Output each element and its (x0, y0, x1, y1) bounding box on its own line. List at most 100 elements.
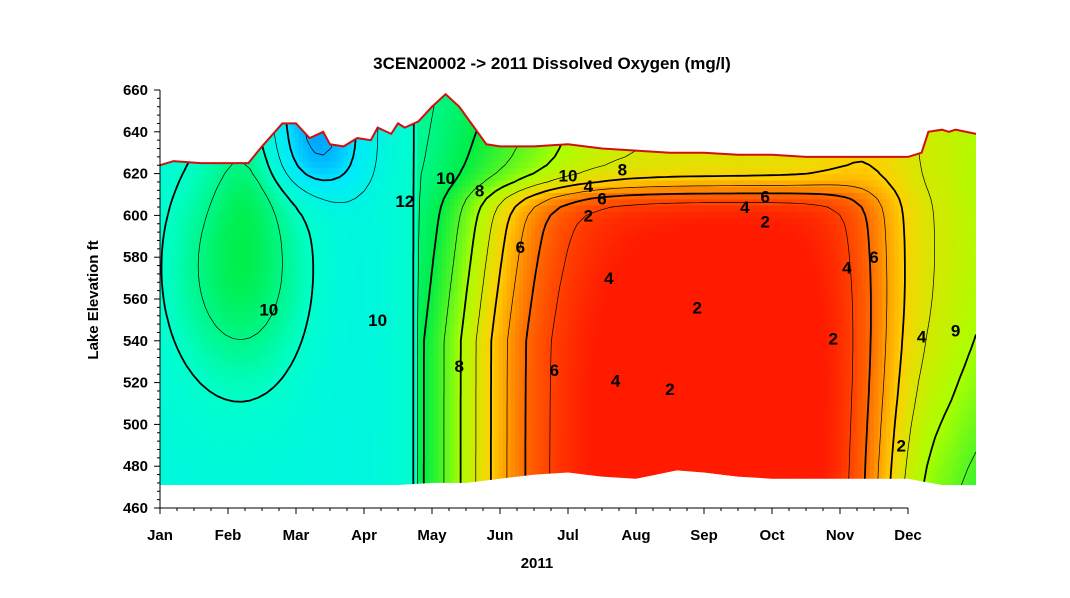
do-cell (249, 317, 255, 325)
do-cell (417, 280, 422, 288)
do-cell (359, 230, 365, 237)
do-cell (506, 211, 512, 219)
do-cell (396, 217, 402, 225)
do-cell (229, 411, 235, 419)
do-cell (257, 154, 263, 162)
do-cell (290, 480, 296, 485)
do-cell (388, 336, 394, 344)
do-cell (461, 230, 467, 237)
do-cell (176, 455, 181, 463)
do-cell (176, 355, 181, 363)
do-cell (400, 355, 406, 363)
do-cell (196, 399, 202, 407)
do-cell (437, 305, 443, 313)
do-cell (376, 355, 381, 363)
do-cell (274, 198, 279, 206)
do-cell (339, 480, 345, 485)
do-cell (298, 374, 304, 382)
do-cell (286, 424, 292, 432)
do-cell (213, 192, 218, 200)
do-cell (172, 286, 177, 294)
do-cell (478, 368, 483, 375)
do-cell (262, 430, 267, 438)
do-cell (359, 255, 365, 262)
do-cell (331, 374, 337, 382)
do-cell (392, 380, 398, 388)
do-cell (257, 167, 263, 175)
do-cell (172, 261, 177, 269)
do-cell (449, 317, 455, 325)
do-cell (233, 342, 239, 350)
do-cell (347, 154, 353, 162)
do-cell (498, 468, 504, 476)
do-cell (282, 211, 288, 219)
do-cell (437, 430, 443, 438)
do-cell (290, 255, 296, 262)
do-cell (217, 380, 222, 388)
do-cell (282, 161, 288, 168)
do-cell (408, 204, 414, 212)
do-cell (311, 198, 316, 206)
do-cell (233, 443, 239, 451)
do-cell (372, 430, 377, 438)
do-cell (376, 311, 381, 319)
do-cell (278, 330, 283, 338)
do-cell (233, 211, 239, 219)
do-cell (404, 242, 410, 250)
do-cell (245, 336, 251, 344)
do-cell (278, 179, 283, 187)
do-cell (461, 242, 467, 250)
do-cell (478, 230, 483, 237)
do-cell (253, 217, 259, 225)
do-cell (482, 361, 487, 369)
do-cell (172, 248, 177, 256)
do-cell (327, 380, 332, 388)
do-cell (510, 418, 516, 425)
do-cell (229, 211, 235, 219)
do-cell (372, 186, 377, 193)
do-cell (229, 154, 235, 162)
do-cell (327, 273, 332, 281)
do-cell (461, 330, 467, 338)
do-cell (294, 167, 300, 175)
do-cell (351, 418, 357, 425)
do-cell (470, 336, 475, 344)
do-cell (413, 173, 418, 181)
do-cell (413, 161, 418, 168)
do-cell (380, 462, 385, 469)
do-cell (368, 223, 373, 231)
do-cell (213, 405, 218, 413)
do-cell (498, 342, 504, 350)
do-cell (306, 248, 312, 256)
do-cell (478, 261, 483, 269)
do-cell (266, 248, 271, 256)
do-cell (237, 236, 243, 244)
do-cell (343, 267, 349, 275)
do-cell (180, 330, 186, 338)
do-cell (400, 217, 406, 225)
do-cell (425, 430, 430, 438)
do-cell (160, 342, 165, 350)
do-cell (323, 192, 328, 200)
do-cell (204, 330, 210, 338)
do-cell (270, 380, 275, 388)
do-cell (331, 136, 337, 143)
do-cell (425, 480, 430, 485)
do-cell (396, 192, 402, 200)
do-cell (253, 418, 259, 425)
do-cell (229, 355, 235, 363)
do-cell (160, 230, 165, 237)
do-cell (172, 179, 177, 187)
do-cell (176, 368, 181, 375)
do-cell (457, 98, 463, 106)
do-cell (396, 342, 402, 350)
do-cell (392, 405, 398, 413)
do-cell (433, 474, 439, 482)
do-cell (160, 424, 165, 432)
do-cell (302, 167, 308, 175)
do-cell (515, 305, 520, 313)
do-cell (515, 223, 520, 231)
do-cell (490, 242, 496, 250)
do-cell (266, 474, 271, 482)
do-cell (237, 186, 243, 193)
